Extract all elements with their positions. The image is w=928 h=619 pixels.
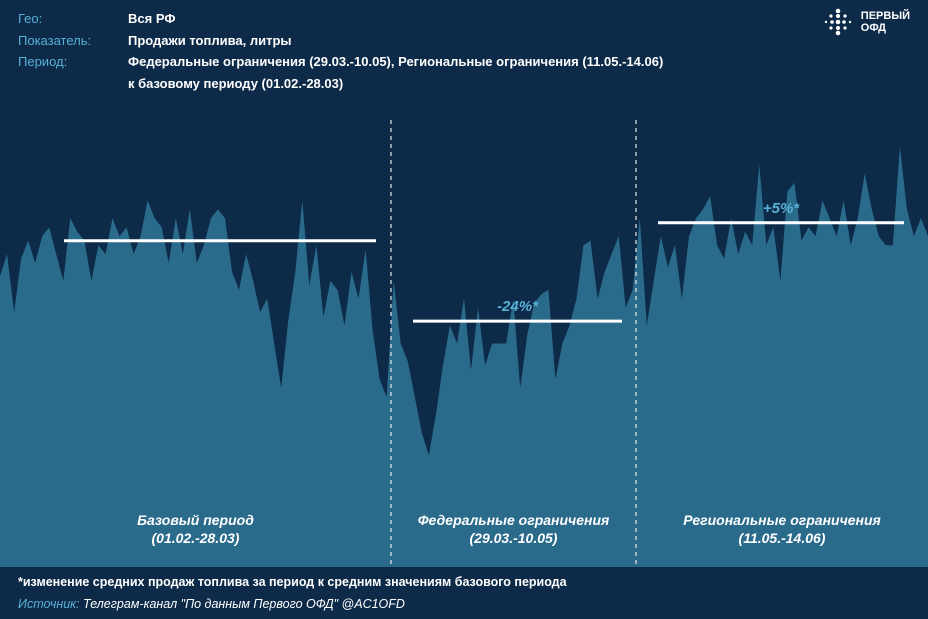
logo-text-2: ОФД [861,22,910,34]
meta-row: к базовому периоду (01.02.-28.03) [18,75,910,93]
logo-text-1: ПЕРВЫЙ [861,10,910,22]
period-dates: (29.03.-10.05) [470,530,558,546]
meta-row: Гео:Вся РФ [18,10,910,28]
meta-value: Федеральные ограничения (29.03.-10.05), … [128,53,663,71]
period-dates: (01.02.-28.03) [152,530,240,546]
source-line: Источник: Телеграм-канал "По данным Перв… [18,597,405,611]
meta-row: Период:Федеральные ограничения (29.03.-1… [18,53,910,71]
source-label: Источник: [18,597,80,611]
meta-value: Вся РФ [128,10,175,28]
logo: ПЕРВЫЙ ОФД [823,8,910,36]
period-name: Базовый период [137,512,254,528]
meta-row: Показатель:Продажи топлива, литры [18,32,910,50]
meta-label: Период: [18,53,128,71]
source-value: Телеграм-канал "По данным Первого ОФД" @… [80,597,405,611]
meta-value: Продажи топлива, литры [128,32,292,50]
delta-label: -24%* [497,298,539,315]
period-name: Региональные ограничения [683,512,881,528]
meta-label [18,75,128,93]
meta-label: Гео: [18,10,128,28]
footnote: *изменение средних продаж топлива за пер… [18,575,567,589]
meta-value: к базовому периоду (01.02.-28.03) [128,75,343,93]
logo-dots-icon [823,8,853,36]
meta-label: Показатель: [18,32,128,50]
chart-area: Базовый период (01.02.-28.03) -24%* Федерал… [0,120,928,567]
page-root: Гео:Вся РФПоказатель:Продажи топлива, ли… [0,0,928,619]
header: Гео:Вся РФПоказатель:Продажи топлива, ли… [0,0,928,108]
delta-label: +5%* [763,200,800,217]
period-dates: (11.05.-14.06) [739,530,826,546]
area-chart: Базовый период (01.02.-28.03) -24%* Федерал… [0,120,928,567]
period-name: Федеральные ограничения [418,512,610,528]
